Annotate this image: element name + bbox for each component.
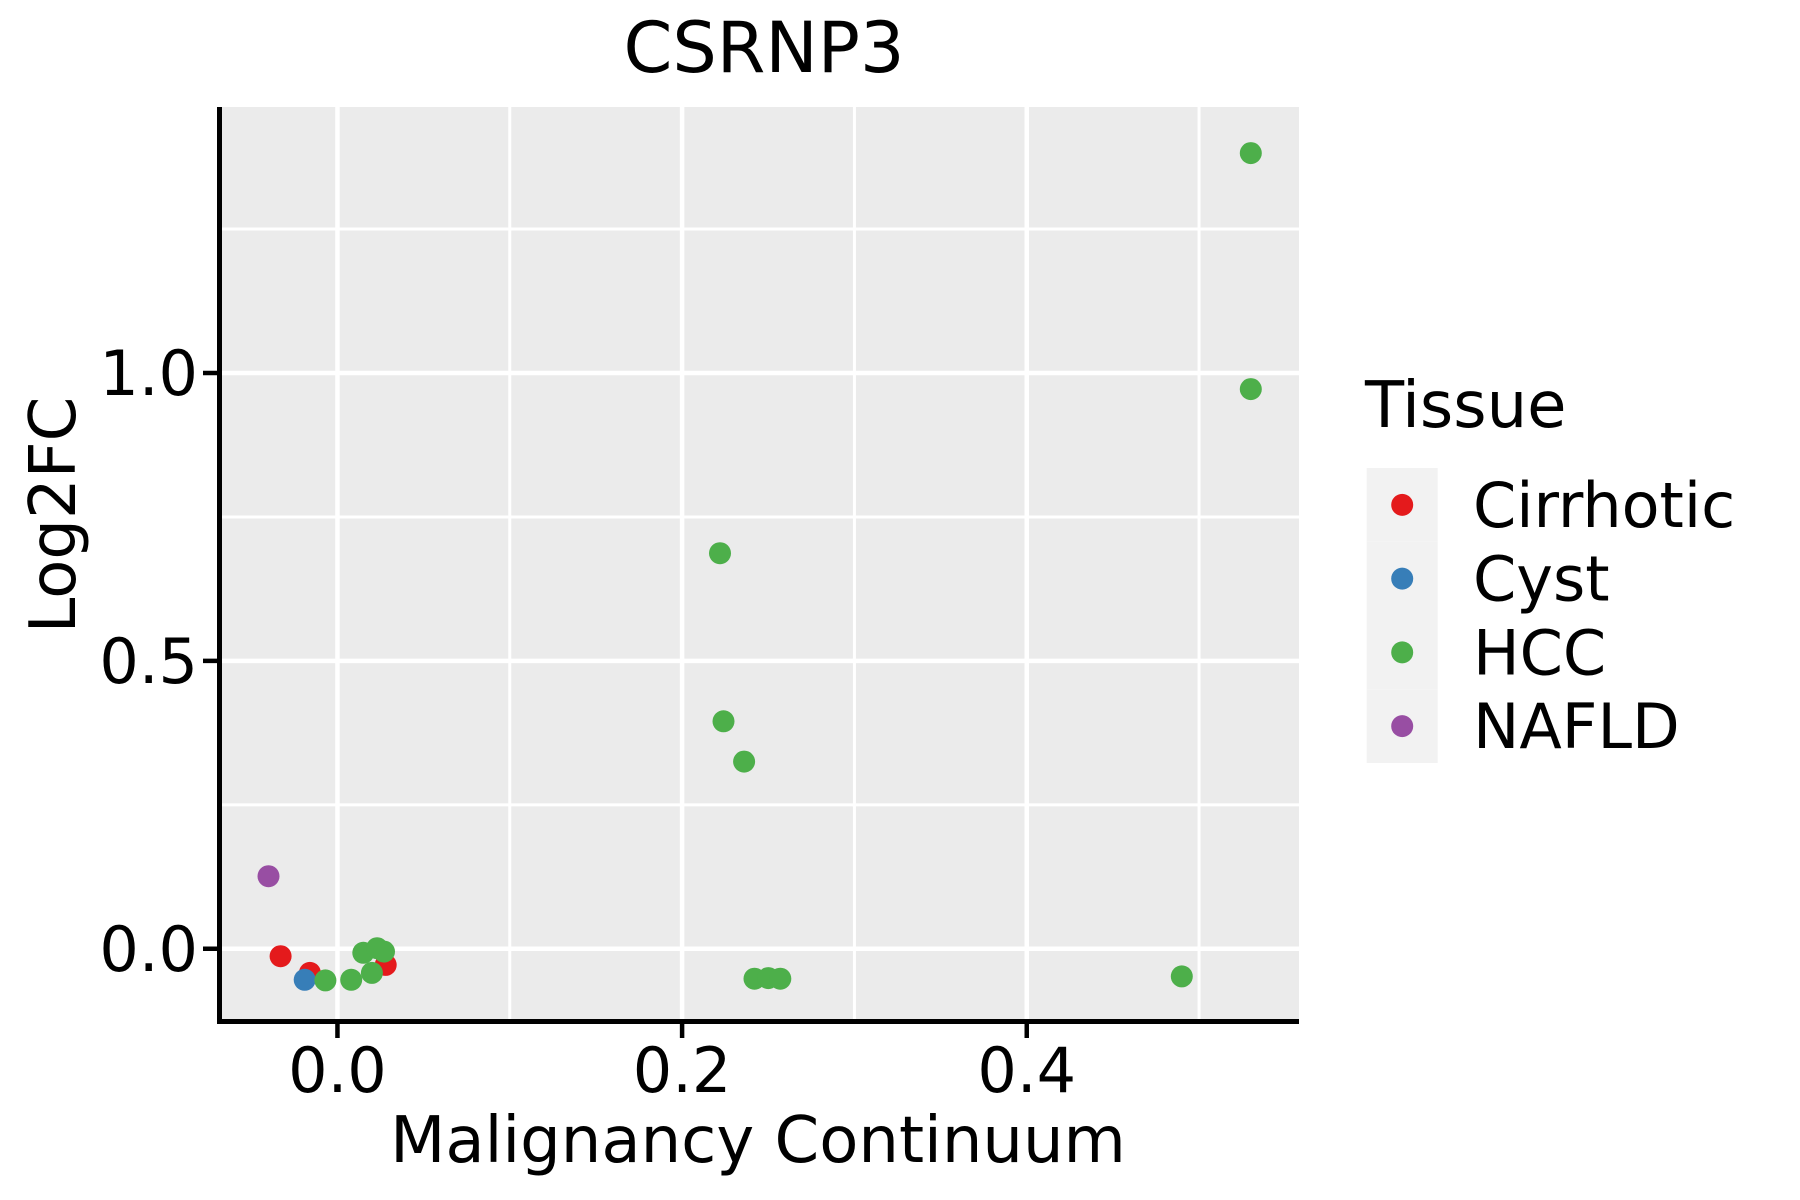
data-point-hcc [340,968,363,991]
data-point-cyst [293,968,316,991]
data-point-nafld [257,865,280,888]
y-axis-label: Log2FC [17,397,91,634]
x-tick-label: 0.4 [977,1034,1076,1107]
legend-swatch-cirrhotic-icon [1391,493,1414,516]
data-point-cirrhotic [269,945,292,968]
y-tick-label: 0.0 [99,913,198,986]
data-point-hcc [709,542,731,565]
legend-label-hcc: HCC [1473,616,1606,689]
data-point-hcc [769,967,792,990]
plot-panel-layer [222,107,1299,1019]
legend-title: Tissue [1364,369,1567,443]
data-point-hcc [712,710,735,733]
y-tick-label: 0.5 [99,625,198,698]
x-axis-label: Malignancy Continuum [390,1104,1126,1178]
chart-title: CSRNP3 [623,7,904,89]
data-point-hcc [733,750,756,773]
x-tick-label: 0.0 [288,1034,387,1107]
legend-label-cyst: Cyst [1473,543,1610,616]
axes-layer: 0.0 0.2 0.4 0.0 0.5 1.0 [99,107,1299,1107]
legend-label-cirrhotic: Cirrhotic [1473,469,1735,542]
legend-swatch-nafld-icon [1391,715,1414,738]
y-tick-label: 1.0 [99,337,198,410]
data-point-hcc [1239,378,1262,401]
legend-swatch-cyst-icon [1391,567,1414,590]
data-points-layer [257,142,1262,992]
data-point-hcc [1170,965,1193,988]
data-point-hcc [360,961,383,984]
data-point-hcc [314,969,337,992]
legend-label-nafld: NAFLD [1473,690,1680,763]
data-point-hcc [373,940,395,963]
data-point-hcc [1239,142,1262,165]
plot-panel [222,107,1299,1019]
x-tick-label: 0.2 [633,1034,732,1107]
legend-swatch-hcc-icon [1391,641,1414,664]
